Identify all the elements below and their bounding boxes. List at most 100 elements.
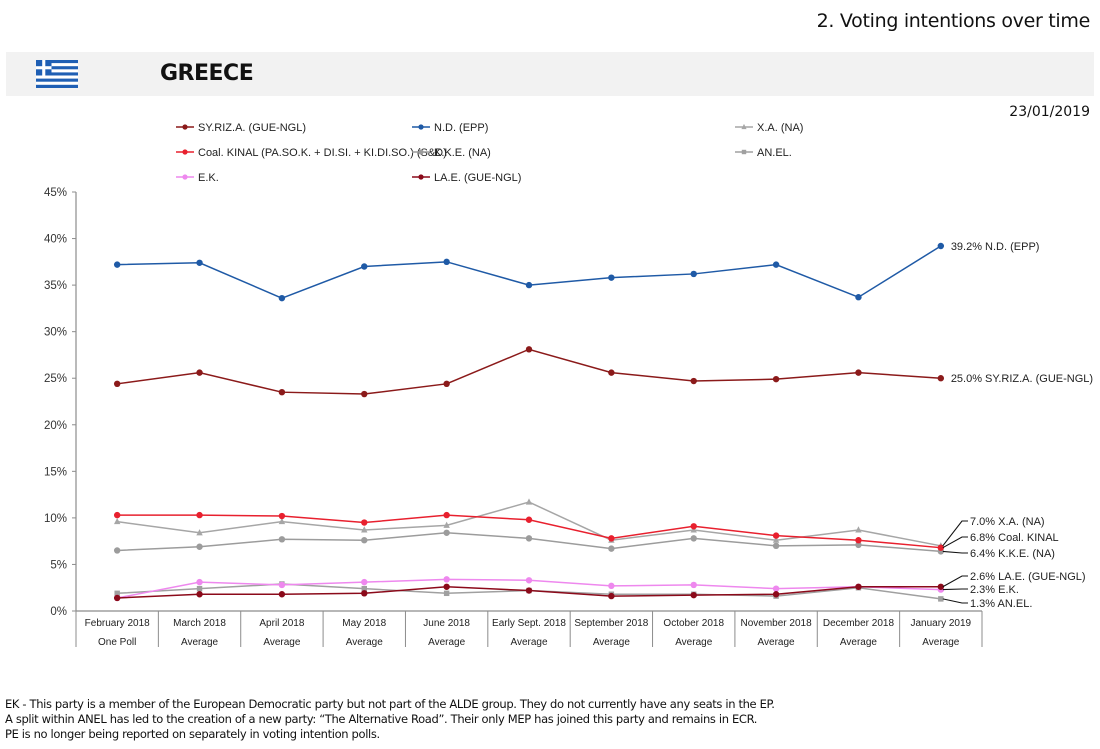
legend-label: SY.RIZ.A. (GUE-NGL) <box>198 122 306 134</box>
y-tick-label: 25% <box>44 373 67 385</box>
x-tick-label: Early Sept. 2018 <box>492 618 566 629</box>
data-point <box>525 346 533 353</box>
x-tick-label: February 2018 <box>85 618 150 629</box>
data-point <box>690 591 697 599</box>
data-point <box>113 517 121 525</box>
data-point <box>443 590 450 597</box>
data-point <box>196 529 203 536</box>
data-point <box>196 591 203 598</box>
legend-marker <box>418 149 424 155</box>
data-point <box>690 270 697 278</box>
x-tick-sublabel: Average <box>840 637 878 648</box>
data-point <box>525 577 533 584</box>
data-point <box>113 261 121 268</box>
y-tick-label: 5% <box>50 559 67 571</box>
legend-marker <box>741 149 747 155</box>
data-point <box>196 259 203 266</box>
y-tick-label: 15% <box>44 466 67 478</box>
data-point <box>855 526 862 533</box>
data-point <box>608 582 615 590</box>
data-point <box>196 543 203 550</box>
legend-marker <box>418 124 424 130</box>
data-point <box>772 542 780 550</box>
legend-marker <box>182 149 188 155</box>
x-tick-sublabel: Average <box>428 637 466 648</box>
label-leader-line <box>942 550 968 554</box>
data-point <box>772 375 780 383</box>
x-tick-sublabel: Average <box>675 637 713 648</box>
data-point <box>113 511 121 519</box>
x-tick-sublabel: One Poll <box>98 637 136 648</box>
data-point <box>855 583 862 590</box>
legend-marker <box>182 174 188 180</box>
data-point <box>196 369 203 376</box>
data-point <box>443 258 450 266</box>
series-end-label: 6.8% Coal. KINAL <box>970 532 1059 544</box>
data-point <box>608 369 615 376</box>
label-leader-line <box>942 588 968 591</box>
data-point <box>772 585 780 592</box>
data-point <box>361 585 367 592</box>
x-tick-label: June 2018 <box>423 618 470 629</box>
data-point <box>443 511 450 519</box>
data-point <box>855 369 862 376</box>
series-end-label: 7.0% X.A. (NA) <box>970 516 1045 528</box>
data-point <box>278 512 286 520</box>
data-point <box>608 592 615 600</box>
series-line <box>117 245 942 299</box>
data-point <box>608 535 615 542</box>
legend-marker <box>418 174 424 180</box>
legend-marker <box>741 123 747 130</box>
legend-label: E.K. <box>198 172 219 184</box>
y-tick-label: 35% <box>44 280 67 292</box>
data-point <box>196 585 203 592</box>
y-tick-label: 45% <box>44 187 67 199</box>
country-name: GREECE <box>160 61 254 86</box>
x-tick-label: October 2018 <box>663 618 724 629</box>
footnote: PE is no longer being reported on separa… <box>5 727 380 741</box>
data-point <box>113 594 121 602</box>
y-tick-label: 30% <box>44 327 67 339</box>
data-point <box>443 521 450 528</box>
label-leader-line <box>942 575 968 588</box>
data-point <box>443 529 450 536</box>
section-title: 2. Voting intentions over time <box>816 10 1091 32</box>
legend-label: X.A. (NA) <box>757 122 803 134</box>
legend-marker <box>182 124 188 130</box>
data-point <box>690 535 697 542</box>
legend-label: Coal. KINAL (PA.SO.K. + DI.SI. + KI.DI.S… <box>198 147 447 159</box>
data-point <box>937 375 945 382</box>
data-point <box>443 380 450 388</box>
data-point <box>772 261 780 268</box>
label-leader-line <box>942 536 968 549</box>
data-point <box>608 545 615 552</box>
x-tick-sublabel: Average <box>510 637 548 648</box>
data-point <box>361 590 368 597</box>
data-point <box>937 242 945 250</box>
data-point <box>525 281 533 289</box>
data-point <box>772 536 780 543</box>
y-tick-label: 40% <box>44 234 67 246</box>
data-point <box>196 511 203 519</box>
data-point <box>525 587 533 594</box>
series-end-label: 6.4% K.K.E. (NA) <box>970 548 1055 560</box>
x-tick-label: January 2019 <box>911 618 972 629</box>
country-header-bar: GREECE <box>6 52 1094 96</box>
data-point <box>361 263 368 270</box>
x-tick-label: September 2018 <box>574 618 648 629</box>
series-end-label: 2.6% LA.E. (GUE-NGL) <box>970 571 1086 583</box>
data-point <box>361 519 368 526</box>
data-point <box>114 590 120 597</box>
x-tick-label: December 2018 <box>823 618 895 629</box>
data-point <box>278 294 286 302</box>
data-point <box>855 541 862 549</box>
x-tick-sublabel: Average <box>263 637 301 648</box>
y-tick-label: 20% <box>44 420 67 432</box>
data-point <box>361 526 368 533</box>
y-tick-label: 0% <box>50 606 67 618</box>
x-tick-label: May 2018 <box>342 618 386 629</box>
data-point <box>443 576 450 583</box>
legend-label: AN.EL. <box>757 147 792 159</box>
data-point <box>113 547 121 554</box>
